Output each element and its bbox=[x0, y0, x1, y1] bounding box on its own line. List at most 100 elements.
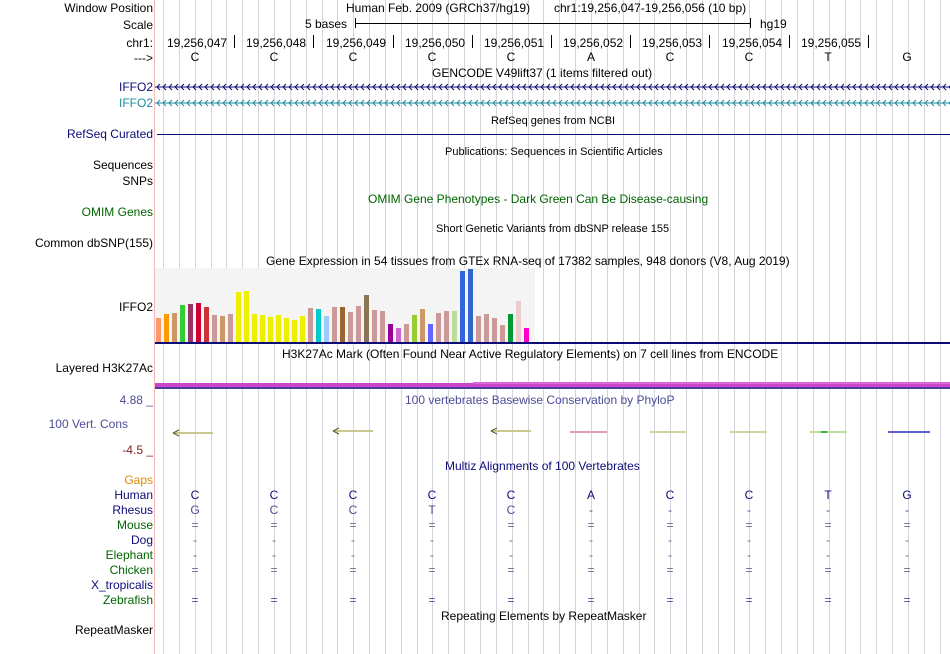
h3k27ac-signal-magenta[interactable] bbox=[155, 383, 950, 387]
gtex-bar[interactable] bbox=[452, 311, 457, 342]
gtex-bar[interactable] bbox=[508, 314, 513, 342]
dbsnp-label[interactable]: Common dbSNP(155) bbox=[34, 236, 153, 250]
gtex-bar[interactable] bbox=[428, 324, 433, 342]
gtex-bar[interactable] bbox=[196, 303, 201, 342]
gtex-bar[interactable] bbox=[388, 324, 393, 342]
strand-chevron bbox=[462, 83, 467, 91]
gtex-bar[interactable] bbox=[188, 304, 193, 342]
gtex-bar[interactable] bbox=[492, 318, 497, 342]
strand-chevron bbox=[432, 99, 437, 107]
gtex-bar[interactable] bbox=[260, 315, 265, 342]
cons-ymax: 4.88 _ bbox=[119, 393, 153, 407]
multiz-species-label[interactable]: Dog bbox=[130, 533, 153, 547]
gtex-bar[interactable] bbox=[412, 315, 417, 342]
multiz-species-label[interactable]: Human bbox=[114, 488, 153, 502]
gtex-label[interactable]: IFFO2 bbox=[118, 300, 153, 314]
grid-line bbox=[940, 0, 941, 654]
gtex-bar[interactable] bbox=[372, 310, 377, 342]
strand-chevron bbox=[552, 83, 557, 91]
gencode-gene-label-2[interactable]: IFFO2 bbox=[118, 96, 153, 110]
refseq-label[interactable]: RefSeq Curated bbox=[66, 127, 153, 141]
gtex-bar[interactable] bbox=[292, 320, 297, 342]
h3k27ac-label[interactable]: Layered H3K27Ac bbox=[55, 361, 153, 375]
refseq-gene-line[interactable] bbox=[157, 134, 950, 135]
multiz-species-label[interactable]: Rhesus bbox=[112, 503, 153, 517]
multiz-gaps-label[interactable]: Gaps bbox=[124, 473, 153, 487]
strand-chevron bbox=[948, 101, 950, 105]
multiz-species-label[interactable]: Mouse bbox=[116, 518, 153, 532]
gencode-gene-label-1[interactable]: IFFO2 bbox=[118, 80, 153, 94]
publications-sequences-label[interactable]: Sequences bbox=[92, 158, 153, 172]
strand-chevron bbox=[504, 83, 509, 91]
gtex-bar[interactable] bbox=[324, 316, 329, 342]
gencode-gene-1[interactable] bbox=[155, 81, 950, 93]
multiz-alignment-char: = bbox=[349, 563, 357, 577]
multiz-species-label[interactable]: Elephant bbox=[105, 548, 153, 562]
strand-chevron bbox=[846, 83, 851, 91]
gtex-bar[interactable] bbox=[356, 306, 361, 342]
assembly-title[interactable]: Human Feb. 2009 (GRCh37/hg19) bbox=[346, 1, 531, 15]
gtex-bar[interactable] bbox=[332, 307, 337, 342]
multiz-species-label[interactable]: X_tropicalis bbox=[90, 578, 153, 592]
multiz-species-label[interactable]: Zebrafish bbox=[102, 593, 153, 607]
gtex-bar[interactable] bbox=[524, 328, 529, 342]
gtex-bar[interactable] bbox=[364, 295, 369, 342]
strand-chevron bbox=[252, 99, 257, 107]
gtex-bar[interactable] bbox=[348, 312, 353, 342]
gtex-bar[interactable] bbox=[276, 315, 281, 342]
gtex-bar[interactable] bbox=[220, 316, 225, 342]
gtex-bar[interactable] bbox=[180, 305, 185, 342]
gtex-bar-graph[interactable] bbox=[156, 268, 536, 342]
gtex-bar[interactable] bbox=[316, 309, 321, 342]
gtex-bar[interactable] bbox=[204, 307, 209, 342]
gtex-bar[interactable] bbox=[284, 318, 289, 342]
gtex-bar[interactable] bbox=[444, 311, 449, 342]
h3k27ac-signal-upper[interactable] bbox=[473, 382, 950, 384]
coordinate-tick-label: 19,256,055 bbox=[801, 36, 862, 50]
publications-snps-label[interactable]: SNPs bbox=[122, 174, 153, 188]
gtex-bar[interactable] bbox=[268, 317, 273, 342]
strand-chevron bbox=[276, 83, 281, 91]
gencode-gene-2[interactable] bbox=[155, 97, 950, 109]
gtex-bar[interactable] bbox=[468, 269, 473, 342]
gtex-bar[interactable] bbox=[164, 314, 169, 342]
cons-graph[interactable] bbox=[155, 425, 950, 439]
gtex-bar[interactable] bbox=[484, 314, 489, 342]
strand-chevron bbox=[156, 83, 161, 91]
cons-label[interactable]: 100 Vert. Cons bbox=[48, 417, 128, 431]
gtex-bar[interactable] bbox=[404, 324, 409, 342]
gtex-bar[interactable] bbox=[436, 313, 441, 342]
repeatmasker-label[interactable]: RepeatMasker bbox=[74, 623, 153, 637]
gtex-bar[interactable] bbox=[476, 316, 481, 342]
coordinate-tick bbox=[868, 35, 869, 48]
strand-chevron bbox=[294, 83, 299, 91]
gtex-bar[interactable] bbox=[396, 328, 401, 342]
gtex-bar[interactable] bbox=[300, 316, 305, 342]
gtex-bar[interactable] bbox=[516, 301, 521, 342]
gtex-bar[interactable] bbox=[460, 271, 465, 342]
gtex-bar[interactable] bbox=[500, 325, 505, 342]
multiz-species-label[interactable]: Chicken bbox=[109, 563, 153, 577]
gtex-bar[interactable] bbox=[420, 309, 425, 342]
gtex-bar[interactable] bbox=[228, 314, 233, 342]
omim-label[interactable]: OMIM Genes bbox=[81, 205, 153, 219]
gtex-bar[interactable] bbox=[380, 311, 385, 342]
multiz-alignment-char: - bbox=[509, 533, 513, 547]
gtex-bar[interactable] bbox=[212, 315, 217, 342]
strand-chevron bbox=[462, 99, 467, 107]
strand-chevron bbox=[360, 99, 365, 107]
strand-chevron bbox=[162, 83, 167, 91]
gtex-bar[interactable] bbox=[156, 318, 161, 342]
strand-chevron bbox=[894, 99, 899, 107]
gtex-bar[interactable] bbox=[236, 292, 241, 342]
gtex-bar[interactable] bbox=[308, 308, 313, 342]
gtex-bar[interactable] bbox=[252, 314, 257, 342]
gtex-bar[interactable] bbox=[244, 291, 249, 342]
strand-chevron bbox=[708, 99, 713, 107]
strand-chevron bbox=[648, 83, 653, 91]
gtex-bar[interactable] bbox=[340, 307, 345, 342]
position-title[interactable]: chr1:19,256,047-19,256,056 (10 bp) bbox=[554, 1, 747, 15]
gtex-bar[interactable] bbox=[172, 313, 177, 342]
strand-chevron bbox=[444, 99, 449, 107]
